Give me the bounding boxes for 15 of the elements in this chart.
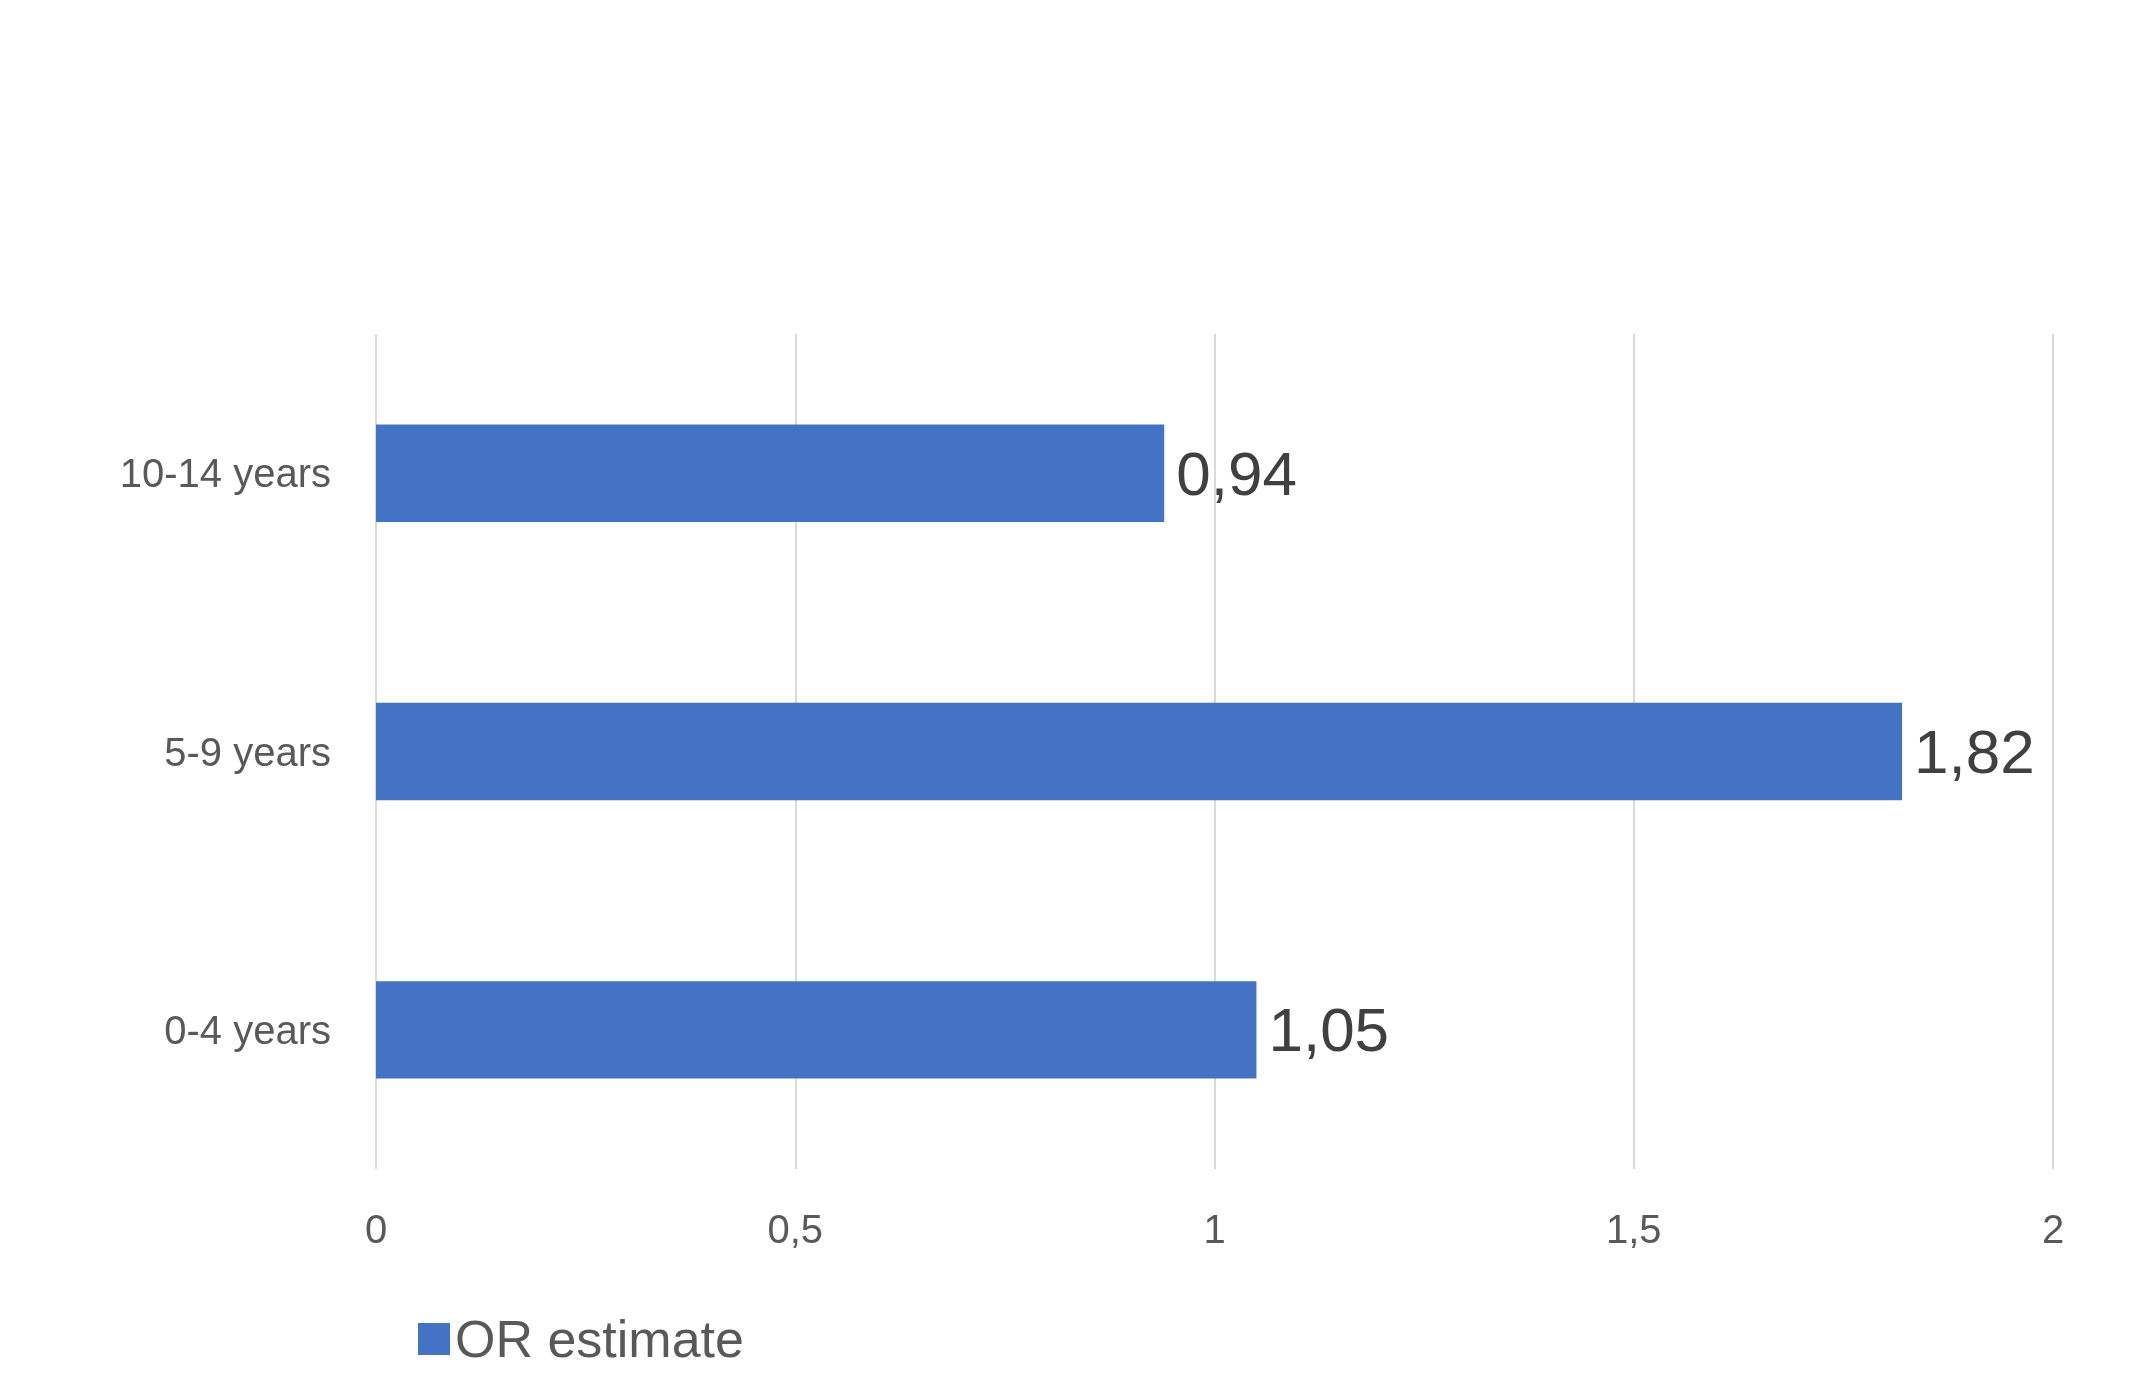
data-label: 1,05 — [1268, 995, 1390, 1065]
y-tick-label: 10-14 years — [119, 451, 331, 496]
x-tick-label: 0 — [364, 1207, 388, 1251]
x-tick-label: 2 — [2041, 1207, 2065, 1251]
bar — [376, 702, 1903, 801]
data-label: 0,94 — [1176, 438, 1297, 508]
x-tick-label: 1 — [1203, 1207, 1226, 1251]
y-tick-label: 0-4 years — [164, 1007, 331, 1052]
bar — [376, 424, 1165, 522]
x-tick-label: 1,5 — [1605, 1207, 1662, 1251]
x-tick-label: 0,5 — [767, 1207, 824, 1251]
y-tick-label: 5-9 years — [164, 729, 331, 774]
legend-label: OR estimate — [455, 1310, 744, 1368]
bar — [376, 981, 1257, 1079]
data-label: 1,82 — [1914, 717, 2035, 786]
